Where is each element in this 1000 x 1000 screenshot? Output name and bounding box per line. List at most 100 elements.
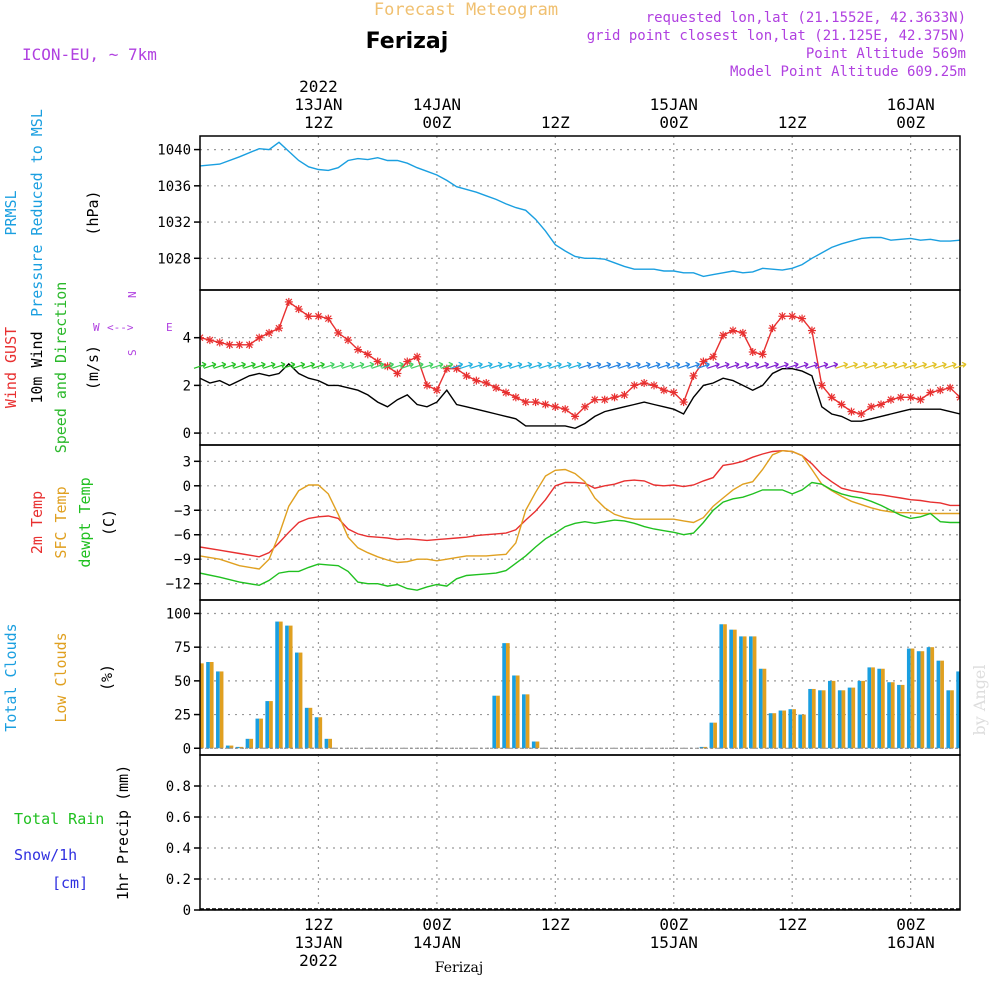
wind-arrow — [440, 363, 453, 369]
compass-west: W — [93, 321, 100, 334]
y-tick-label: −12 — [166, 577, 191, 593]
low-clouds-bar — [772, 713, 777, 749]
gust-marker-d2 — [808, 327, 816, 334]
gust-marker — [590, 395, 599, 404]
gust-marker-d2 — [877, 401, 885, 408]
wind-arrow-head — [714, 361, 720, 368]
wind-arrow — [578, 363, 592, 369]
wind-arrow-head — [330, 361, 335, 368]
gust-marker-d2 — [749, 348, 757, 356]
low-clouds-bar — [535, 741, 540, 749]
gust-marker — [719, 331, 728, 340]
total-clouds-bar — [531, 741, 536, 749]
total-clouds-bar — [946, 690, 951, 749]
gust-marker — [413, 352, 422, 361]
plot-area-3 — [200, 621, 960, 749]
total-clouds-bar — [492, 695, 497, 749]
low-clouds-bar — [713, 722, 717, 749]
gust-marker-d2 — [759, 350, 767, 358]
gust-marker — [235, 340, 244, 349]
low-clouds-bar — [259, 718, 263, 749]
axis-label: 2m Temp — [28, 491, 46, 554]
wind-arrow-head — [863, 361, 868, 368]
wind-arrow — [509, 363, 523, 369]
gust-marker-d2 — [620, 391, 628, 399]
wind-arrow-head — [695, 361, 700, 368]
rain-legend: Total Rain — [14, 810, 104, 828]
gust-marker-d2 — [413, 353, 421, 361]
wind-arrow-head — [606, 361, 612, 368]
top-time-label: 12Z — [304, 113, 333, 132]
wind-arrow — [568, 363, 582, 369]
gust-marker — [630, 381, 639, 390]
y-tick-label: 0.2 — [166, 872, 191, 888]
gust-marker — [274, 324, 283, 333]
gust-marker-d1 — [956, 393, 960, 399]
wind-arrow-head — [557, 361, 562, 368]
gust-marker — [363, 350, 372, 359]
gust-marker — [472, 376, 481, 385]
low-clouds-bar — [821, 690, 826, 749]
series-line-10m-wind — [200, 362, 960, 430]
wind-arrow — [361, 363, 374, 369]
wind-arrow-head — [734, 361, 740, 368]
wind-arrow-head — [369, 361, 375, 368]
gust-marker-d2 — [798, 315, 806, 323]
model-name: ICON-EU, ~ 7km — [22, 45, 157, 64]
gust-marker — [699, 357, 708, 366]
y-tick-label: 1040 — [157, 143, 191, 159]
gust-marker-d2 — [393, 370, 401, 377]
wind-arrow — [687, 363, 700, 369]
gust-marker — [807, 326, 816, 335]
wind-arrow-head — [616, 361, 622, 368]
gust-marker — [580, 402, 589, 411]
wind-arrow — [746, 363, 759, 369]
gust-marker — [877, 400, 886, 409]
gust-marker-d2 — [690, 372, 697, 380]
gust-marker — [738, 328, 747, 337]
wind-arrow-head — [251, 361, 256, 368]
wind-arrow-head — [665, 361, 671, 368]
wind-arrow — [549, 363, 562, 369]
wind-arrow-head — [349, 361, 355, 368]
wind-arrow — [667, 363, 680, 369]
low-clouds-bar — [831, 680, 836, 749]
wind-arrow — [943, 363, 957, 369]
series-line-sfc-temp — [200, 449, 960, 570]
gust-marker — [650, 381, 659, 390]
gust-marker-d2 — [245, 341, 253, 349]
gust-marker — [200, 333, 204, 342]
wind-arrow-head — [941, 361, 947, 368]
low-clouds-bar — [515, 675, 520, 749]
wind-arrow — [934, 363, 947, 369]
plot-area-1 — [200, 297, 960, 430]
total-clouds-bar — [768, 713, 773, 749]
low-clouds-bar — [525, 694, 530, 749]
gust-marker — [817, 381, 826, 390]
y-tick-label: 100 — [166, 606, 191, 622]
total-clouds-bar — [798, 714, 803, 749]
gust-marker — [432, 386, 441, 395]
wind-arrow-head — [754, 361, 760, 368]
gust-marker-d2 — [305, 312, 312, 320]
total-clouds-bar — [729, 629, 733, 749]
gust-marker — [827, 393, 836, 402]
gust-marker — [294, 305, 303, 314]
gust-marker — [521, 398, 530, 407]
wind-arrow — [608, 363, 621, 369]
gust-marker — [936, 386, 945, 395]
unit-label: (hPa) — [84, 190, 102, 235]
low-clouds-bar — [249, 738, 254, 749]
wind-arrow-head — [300, 361, 306, 368]
total-clouds-bar — [512, 675, 516, 749]
bottom-time-label: 14JAN — [413, 933, 461, 952]
wind-arrow — [420, 363, 434, 369]
total-clouds-bar — [758, 668, 763, 749]
wind-arrow-head — [843, 361, 849, 368]
wind-arrow-head — [428, 361, 434, 368]
gust-marker-d2 — [571, 412, 579, 420]
gust-marker-d2 — [512, 393, 520, 401]
total-clouds-bar — [788, 709, 793, 749]
series-line-2m-temp — [200, 449, 960, 558]
wind-arrow-head — [260, 361, 266, 368]
